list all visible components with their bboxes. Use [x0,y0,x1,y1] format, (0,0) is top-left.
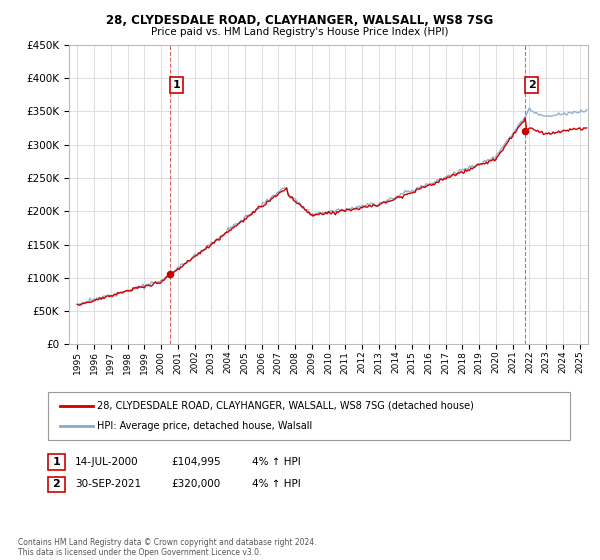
Text: £320,000: £320,000 [171,479,220,489]
Text: 4% ↑ HPI: 4% ↑ HPI [252,457,301,467]
Text: 2: 2 [53,479,60,489]
Point [166,270,175,279]
Text: 4% ↑ HPI: 4% ↑ HPI [252,479,301,489]
Text: 28, CLYDESDALE ROAD, CLAYHANGER, WALSALL, WS8 7SG: 28, CLYDESDALE ROAD, CLAYHANGER, WALSALL… [106,14,494,27]
Text: 2: 2 [528,80,535,90]
Text: Contains HM Land Registry data © Crown copyright and database right 2024.
This d: Contains HM Land Registry data © Crown c… [18,538,317,557]
Text: 1: 1 [173,80,181,90]
Point [520,127,530,136]
Text: 1: 1 [53,457,60,467]
Text: 28, CLYDESDALE ROAD, CLAYHANGER, WALSALL, WS8 7SG (detached house): 28, CLYDESDALE ROAD, CLAYHANGER, WALSALL… [97,401,474,411]
Text: 14-JUL-2000: 14-JUL-2000 [75,457,139,467]
Text: Price paid vs. HM Land Registry's House Price Index (HPI): Price paid vs. HM Land Registry's House … [151,27,449,37]
Text: £104,995: £104,995 [171,457,221,467]
Text: HPI: Average price, detached house, Walsall: HPI: Average price, detached house, Wals… [97,421,313,431]
Text: 30-SEP-2021: 30-SEP-2021 [75,479,141,489]
